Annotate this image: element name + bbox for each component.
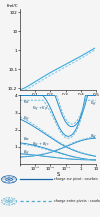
X-axis label: erel/C: erel/C: [52, 98, 64, 102]
Text: $K_{xx}$: $K_{xx}$: [23, 98, 30, 106]
Text: $K_{yy}$: $K_{yy}$: [90, 99, 97, 108]
Text: $K_{xy}+K_{yx}$: $K_{xy}+K_{yx}$: [32, 104, 49, 113]
Text: charge sur pivot : courbes: charge sur pivot : courbes: [54, 178, 98, 181]
X-axis label: S: S: [56, 172, 60, 177]
Text: $K_{yy}$: $K_{yy}$: [23, 114, 30, 123]
Text: $B_{yy}$: $B_{yy}$: [23, 148, 30, 157]
Text: Frel/C: Frel/C: [6, 4, 18, 8]
Text: $B_{yy}$: $B_{yy}$: [90, 132, 98, 141]
Text: $B_{xx}$: $B_{xx}$: [23, 136, 30, 143]
Text: charge entre pivots : courbes: charge entre pivots : courbes: [54, 199, 100, 203]
Text: $B_{xy}+B_{yx}$: $B_{xy}+B_{yx}$: [32, 141, 49, 150]
